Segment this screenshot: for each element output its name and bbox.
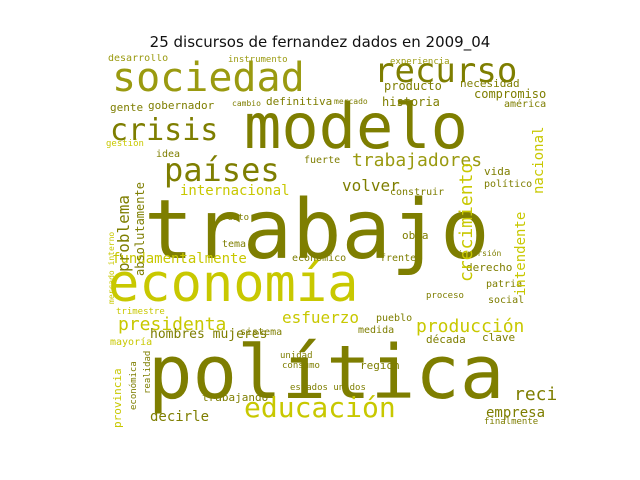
cloud-word: unidad (280, 351, 313, 361)
cloud-word: derecho (466, 261, 513, 274)
cloud-word: historia (382, 95, 440, 109)
cloud-word: trabajadores (352, 150, 483, 171)
cloud-word: instrumento (228, 55, 288, 65)
chart-title: 25 discursos de fernandez dados en 2009_… (149, 33, 491, 51)
cloud-word: modelo (244, 90, 468, 163)
cloud-word: clave (482, 331, 516, 344)
cloud-word: resto (222, 213, 250, 223)
cloud-word: mayoría (110, 337, 153, 348)
cloud-word: construir (390, 187, 445, 198)
cloud-word: trabajando (202, 391, 269, 404)
cloud-word: compromiso (474, 87, 547, 101)
cloud-word: américa (504, 99, 547, 110)
cloud-word: definitiva (266, 95, 333, 108)
cloud-word: trabajo (144, 183, 490, 278)
cloud-word: económica (129, 361, 139, 410)
cloud-word: inversión (458, 249, 502, 258)
cloud-word: esfuerzo (282, 308, 360, 327)
cloud-word: decirle (150, 409, 210, 425)
cloud-word: educación (244, 391, 396, 424)
cloud-word: presidenta (118, 314, 227, 335)
cloud-word: obra (402, 229, 429, 242)
cloud-word: producción (416, 316, 525, 337)
cloud-word: realidad (143, 350, 153, 394)
cloud-word: finalmente (484, 417, 539, 427)
cloud-word: recurso (374, 54, 518, 91)
cloud-word: intendente (513, 211, 529, 296)
cloud-word: experiencia (390, 57, 450, 67)
cloud-word: cambio (232, 99, 261, 108)
cloud-word: social (488, 295, 525, 306)
cloud-word: proceso (426, 291, 464, 301)
cloud-word: político (484, 179, 533, 190)
cloud-word: pueblo (376, 313, 413, 324)
cloud-word: sistema (240, 327, 283, 338)
cloud-word: crisis (110, 113, 219, 148)
cloud-word: década (426, 333, 466, 346)
cloud-word: absolutamente (133, 182, 147, 276)
cloud-word: sociedad (112, 55, 305, 101)
cloud-word: idea (156, 149, 181, 160)
cloud-word: gobernador (148, 99, 215, 112)
cloud-word: frente (380, 253, 417, 264)
cloud-word: fundamentalmente (112, 251, 247, 267)
cloud-word: vida (484, 165, 511, 178)
cloud-word: crecimiento (456, 162, 477, 282)
cloud-word: gestión (106, 139, 144, 149)
cloud-word: problema (114, 194, 133, 272)
cloud-word: hombres mujeres (150, 327, 268, 342)
cloud-word: volver (342, 176, 400, 195)
cloud-word: región (360, 359, 400, 372)
cloud-word: internacional (180, 183, 290, 199)
cloud-word: desarrollo (108, 54, 169, 64)
cloud-word: recién (514, 384, 556, 405)
cloud-word: tema (222, 239, 247, 250)
cloud-word: consumo (282, 361, 320, 371)
cloud-word: patria (486, 279, 523, 290)
cloud-word: empresa (486, 405, 546, 421)
word-cloud: trabajo política economía modelo sociedad rec… (104, 54, 556, 428)
cloud-word: economía (108, 254, 359, 314)
cloud-word: países (164, 151, 280, 189)
cloud-word: mercado (334, 97, 368, 106)
cloud-word: política (148, 330, 505, 416)
cloud-word: trimestre (116, 307, 165, 317)
cloud-word: económico (292, 253, 347, 264)
cloud-word: nacional (531, 126, 547, 194)
cloud-word: mercado interno (107, 231, 116, 304)
cloud-word: necesidad (460, 77, 520, 90)
cloud-word: gente (110, 101, 144, 114)
cloud-word: provincia (111, 368, 124, 428)
cloud-word: fuerte (304, 155, 341, 166)
cloud-word: estados unidos (290, 383, 366, 393)
cloud-word: producto (384, 79, 442, 93)
cloud-word: medida (358, 325, 395, 336)
